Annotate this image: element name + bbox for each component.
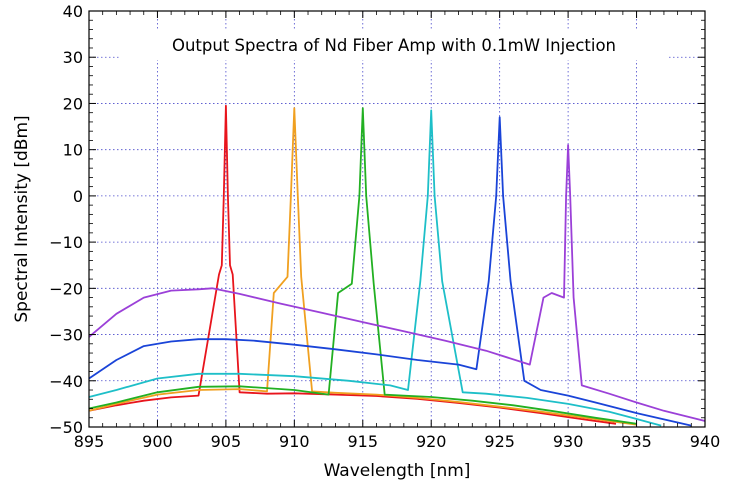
x-tick-label: 905 (211, 432, 242, 451)
y-tick-label: 0 (73, 187, 83, 206)
y-tick-label: −50 (49, 418, 83, 437)
x-tick-label: 910 (279, 432, 310, 451)
y-tick-label: −30 (49, 326, 83, 345)
series-line-1 (88, 104, 617, 425)
chart-title: Output Spectra of Nd Fiber Amp with 0.1m… (172, 36, 616, 55)
y-axis-title: Spectral Intensity [dBm] (12, 115, 32, 322)
series-line-2 (88, 107, 637, 426)
x-tick-label: 920 (416, 432, 447, 451)
x-tick-label: 915 (348, 432, 379, 451)
x-tick-label: 935 (621, 432, 652, 451)
x-axis-title: Wavelength [nm] (324, 461, 471, 481)
plot-background (89, 11, 705, 427)
series-line-3 (88, 107, 637, 425)
y-tick-label: −20 (49, 279, 83, 298)
y-tick-label: −10 (49, 233, 83, 252)
series-lines (88, 104, 706, 427)
axis-ticks: 895 900 905 910 915 920 925 930 935 940 −50 −40 −30 −… (49, 2, 720, 451)
y-tick-label: 30 (63, 48, 83, 67)
y-tick-label: 10 (63, 141, 83, 160)
x-tick-label: 895 (74, 432, 105, 451)
series-line-6 (88, 144, 706, 422)
series-line-5 (88, 116, 692, 427)
x-tick-label: 940 (690, 432, 721, 451)
series-line-4 (88, 109, 662, 427)
plot-frame (88, 10, 706, 428)
x-tick-label: 930 (553, 432, 584, 451)
x-tick-label: 925 (484, 432, 515, 451)
y-tick-label: −40 (49, 372, 83, 391)
x-tick-label: 900 (142, 432, 173, 451)
y-tick-label: 20 (63, 94, 83, 113)
y-tick-label: 40 (63, 2, 83, 21)
title-backdrop (120, 30, 668, 60)
